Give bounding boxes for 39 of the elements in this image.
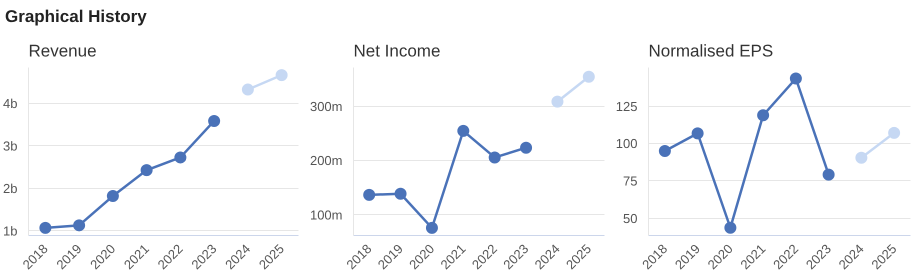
chart-title: Revenue (28, 42, 97, 60)
chart-title: Net Income (354, 42, 440, 60)
y-tick-label: 200m (310, 153, 343, 168)
y-tick-label: 75 (623, 173, 638, 188)
point (426, 222, 438, 234)
y-tick-label: 125 (616, 98, 638, 114)
point (582, 70, 595, 83)
point (790, 72, 802, 85)
y-tick-label: 300m (310, 99, 343, 114)
y-tick-label: 1b (3, 223, 18, 238)
point (457, 124, 470, 137)
y-tick-label: 100 (616, 136, 638, 152)
point (551, 96, 564, 108)
chart-title: Normalised EPS (648, 42, 774, 60)
point (140, 164, 153, 176)
point (692, 127, 704, 140)
point (394, 188, 407, 200)
y-tick-label: 3b (3, 138, 18, 154)
y-tick-label: 4b (3, 96, 18, 112)
point (39, 222, 52, 234)
point (174, 151, 186, 164)
text: Graphical History (5, 6, 147, 28)
point (520, 142, 532, 154)
point (363, 188, 376, 201)
point (73, 219, 86, 232)
y-tick-label: 50 (623, 210, 638, 226)
point (242, 84, 254, 96)
y-tick-label: 2b (3, 180, 18, 196)
point (208, 114, 220, 127)
point (276, 69, 288, 82)
point (855, 152, 868, 164)
point (757, 109, 770, 122)
point (822, 168, 835, 181)
point (888, 126, 900, 139)
point (488, 151, 501, 164)
y-tick-label: 100m (310, 207, 343, 222)
point (106, 190, 119, 202)
point (724, 222, 736, 234)
point (658, 144, 671, 157)
